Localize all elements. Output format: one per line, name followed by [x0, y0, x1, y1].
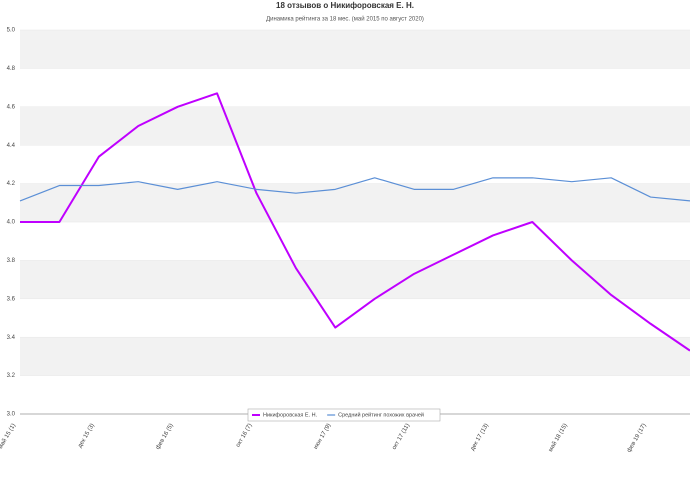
x-tick-label: май 15 (1)	[0, 422, 17, 450]
y-tick-label: 5.0	[7, 28, 16, 34]
y-tick-label: 3.6	[7, 296, 16, 302]
x-tick-label: фев 19 (17)	[626, 423, 647, 454]
x-tick-label: фев 16 (5)	[155, 423, 175, 451]
y-tick-label: 3.8	[7, 258, 16, 264]
chart-title: 18 отзывов о Никифоровская Е. Н.	[276, 1, 414, 10]
x-tick-label: окт 17 (11)	[392, 423, 412, 451]
y-tick-label: 3.2	[7, 373, 16, 379]
band	[20, 337, 690, 376]
x-tick-label: дек 15 (3)	[77, 423, 96, 449]
series-line	[20, 92, 690, 352]
series-line	[19, 177, 690, 202]
band	[20, 30, 690, 69]
legend-label: Никифоровская Е. Н.	[263, 412, 318, 418]
band	[20, 260, 690, 299]
y-tick-label: 4.4	[7, 143, 16, 149]
band	[20, 106, 690, 146]
legend-label: Средний рейтинг похожих врачей	[338, 411, 424, 418]
y-tick-label: 3.4	[7, 335, 16, 341]
y-tick-label: 4.8	[7, 66, 16, 72]
y-tick-label: 4.6	[7, 104, 16, 110]
chart-subtitle: Динамика рейтинга за 18 мес. (май 2015 п…	[266, 16, 424, 23]
y-tick-label: 3.0	[7, 412, 16, 418]
y-tick-label: 4.0	[7, 220, 16, 226]
x-tick-label: май 18 (15)	[547, 422, 569, 453]
x-tick-label: окт 16 (7)	[235, 423, 253, 449]
legend-box	[247, 408, 441, 422]
legend: Никифоровская Е. Н. Средний рейтинг похож…	[247, 408, 441, 422]
band	[20, 183, 690, 222]
x-tick-label: июн 17 (9)	[313, 423, 332, 451]
x-tick-label: дек 17 (13)	[470, 423, 490, 452]
y-tick-label: 4.2	[7, 181, 16, 187]
